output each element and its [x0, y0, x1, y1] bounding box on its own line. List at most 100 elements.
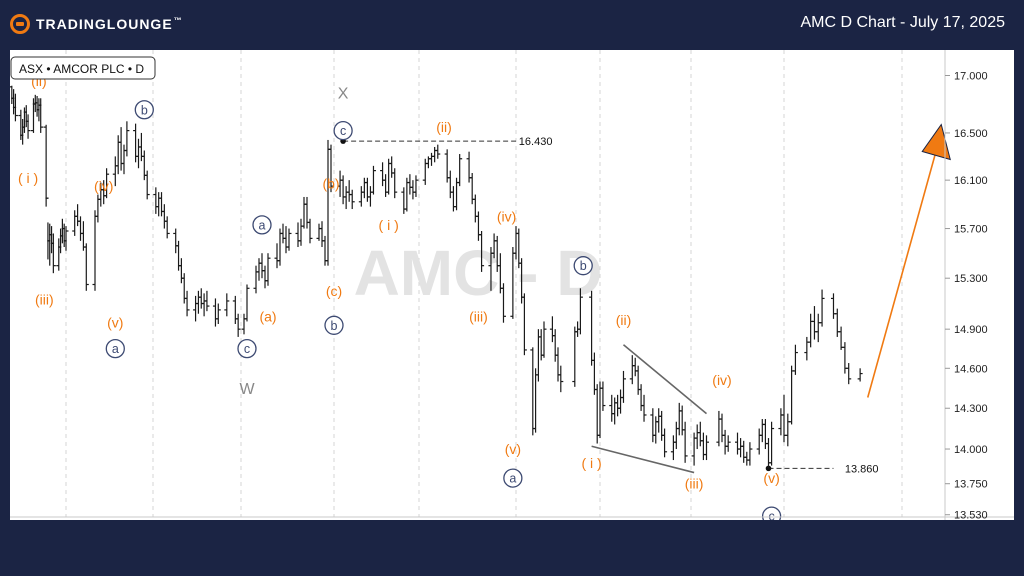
- wave-label-orange: (b): [322, 176, 339, 192]
- ohlc-bar: [620, 370, 626, 403]
- ohlc-bar: [747, 442, 753, 466]
- wave-label-orange: ( i ): [18, 170, 38, 186]
- y-tick-label: 14.000: [954, 444, 988, 456]
- ohlc-bar: [792, 344, 798, 375]
- wave-label-orange: (v): [763, 470, 779, 486]
- ohlc-bar: [25, 114, 31, 139]
- ohlc-bar: [435, 144, 441, 159]
- ohlc-bar: [301, 196, 307, 229]
- ohlc-bar: [670, 435, 676, 461]
- ohlc-bar: [457, 154, 463, 187]
- ohlc-bar: [600, 381, 606, 411]
- ohlc-bar: [75, 204, 81, 227]
- ohlc-bar: [673, 421, 679, 450]
- wave-label-orange: ( i ): [379, 217, 399, 233]
- ohlc-bar: [198, 288, 204, 309]
- wave-circle: [134, 100, 154, 120]
- ohlc-bar: [349, 189, 355, 210]
- wave-label-orange: (iii): [469, 308, 488, 324]
- wave-circle: [573, 256, 593, 276]
- ohlc-bar: [769, 421, 775, 466]
- ohlc-bar: [558, 365, 564, 393]
- ohlc-bar: [204, 290, 210, 312]
- wave-label-orange: (iv): [94, 178, 113, 194]
- triangle-lines: [591, 344, 708, 474]
- wave-label-orange: (iv): [497, 208, 516, 224]
- ohlc-bar: [766, 438, 771, 469]
- ohlc-bar: [307, 218, 313, 244]
- ohlc-bar: [232, 295, 238, 325]
- ohlc-bar: [716, 410, 722, 447]
- wave-label-text: a: [509, 472, 516, 486]
- ohlc-bar: [834, 308, 840, 337]
- wave-label-text: c: [768, 510, 774, 520]
- ohlc-bar: [361, 177, 367, 199]
- ohlc-bar: [298, 218, 304, 246]
- ohlc-bar: [641, 394, 647, 422]
- projection-arrow: [866, 123, 951, 398]
- ohlc-bar: [265, 253, 271, 286]
- ohlc-bar: [340, 175, 346, 205]
- ohlc-bar: [343, 186, 349, 210]
- ohlc-bar: [704, 435, 709, 461]
- ohlc-bar: [676, 402, 682, 436]
- ohlc-bar: [500, 283, 506, 323]
- ohlc-bar: [262, 265, 268, 289]
- ohlc-bar: [591, 352, 597, 395]
- ohlc-bar: [804, 336, 810, 361]
- ohlc-bar: [552, 329, 558, 362]
- ohlc-bar: [156, 192, 162, 217]
- ohlc-bar: [12, 93, 18, 122]
- ohlc-bar: [653, 416, 659, 444]
- wave-label-circle: a: [252, 215, 272, 235]
- chart-title: AMC D Chart - July 17, 2025: [800, 14, 1005, 31]
- ohlc-bar: [530, 347, 536, 436]
- ohlc-bar: [212, 298, 218, 327]
- y-tick-label: 13.530: [954, 510, 988, 520]
- ohlc-bar: [432, 146, 438, 163]
- wave-label-orange: (a): [259, 308, 276, 324]
- wave-label-orange: ( i ): [581, 455, 601, 471]
- ohlc-bar: [722, 429, 728, 455]
- wave-label-circle: a: [105, 338, 125, 359]
- ohlc-bar: [304, 196, 310, 229]
- y-tick-label: 13.750: [954, 479, 988, 491]
- ohlc-bar: [280, 223, 286, 244]
- ohlc-bar: [95, 194, 101, 223]
- ohlc-bar: [256, 258, 262, 281]
- ohlc-bar: [112, 156, 118, 187]
- ohlc-bar: [325, 139, 331, 266]
- ohlc-bar: [124, 121, 130, 157]
- wave-label-text: b: [580, 259, 587, 273]
- chart-panel: AMC - D 16.430 13.860 (ii)( i ) (iii) (iv)(…: [9, 50, 1014, 534]
- wave-label-circle: c: [333, 120, 353, 141]
- brand-logo: TRADINGLOUNGE™: [10, 12, 183, 36]
- ohlc-bar: [295, 222, 301, 248]
- wave-circle: [324, 315, 344, 335]
- ohlc-bar: [638, 384, 644, 411]
- ohlc-bar: [479, 231, 485, 272]
- ohlc-bar: [533, 368, 539, 433]
- wave-label-circle: b: [134, 100, 154, 120]
- ohlc-bar: [815, 313, 821, 343]
- wave-circle: [105, 338, 125, 359]
- ohlc-bar: [555, 347, 561, 382]
- ohlc-bar: [253, 265, 259, 294]
- ohlc-bar: [346, 180, 352, 202]
- ohlc-bar: [744, 451, 750, 466]
- y-tick-label: 16.100: [954, 175, 988, 187]
- ohlc-bar: [808, 313, 814, 348]
- ohlc-bar: [612, 397, 618, 425]
- trademark-symbol: ™: [173, 16, 183, 25]
- grid-lines: [65, 50, 903, 517]
- ohlc-bar: [450, 186, 456, 212]
- ohlc-bar: [778, 408, 784, 436]
- projection-arrow-head: [921, 123, 951, 161]
- ohlc-bar: [319, 221, 325, 248]
- wave-label-orange: (iii): [685, 476, 704, 492]
- symbol-label-box: ASX • AMCOR PLC • D: [10, 56, 156, 80]
- bottom-bar: [0, 548, 1024, 576]
- wave-label-orange: (ii): [436, 119, 452, 135]
- ohlc-bar: [277, 228, 283, 266]
- wave-label-orange: (v): [107, 315, 123, 331]
